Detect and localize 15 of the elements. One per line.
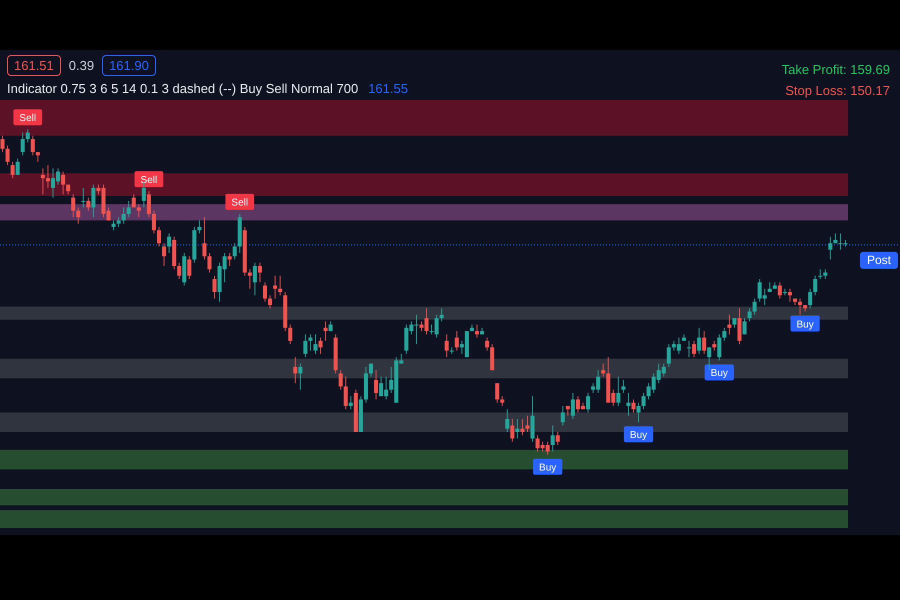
text: 161.51 <box>7 55 61 76</box>
annotation: Buy <box>539 462 556 474</box>
annotation: Sell <box>231 198 248 209</box>
annotation: Buy <box>630 430 648 441</box>
text: 161.55 <box>368 81 408 96</box>
annotation: Sell <box>19 113 36 124</box>
annotation: Buy <box>710 368 728 380</box>
text: 161.90 <box>102 55 156 76</box>
annotation: Buy <box>796 319 814 330</box>
chart-title: Indicator 0.75 3 6 5 14 0.1 3 dashed (--) Buy Sell Normal 700 <box>7 81 358 96</box>
annotation: Sell <box>140 174 158 186</box>
text: Take Profit: 159.69 <box>782 61 890 79</box>
ref-line-label: Post <box>866 253 892 268</box>
text: Stop Loss: 150.17 <box>784 82 890 100</box>
text: 0.39 <box>68 58 94 73</box>
